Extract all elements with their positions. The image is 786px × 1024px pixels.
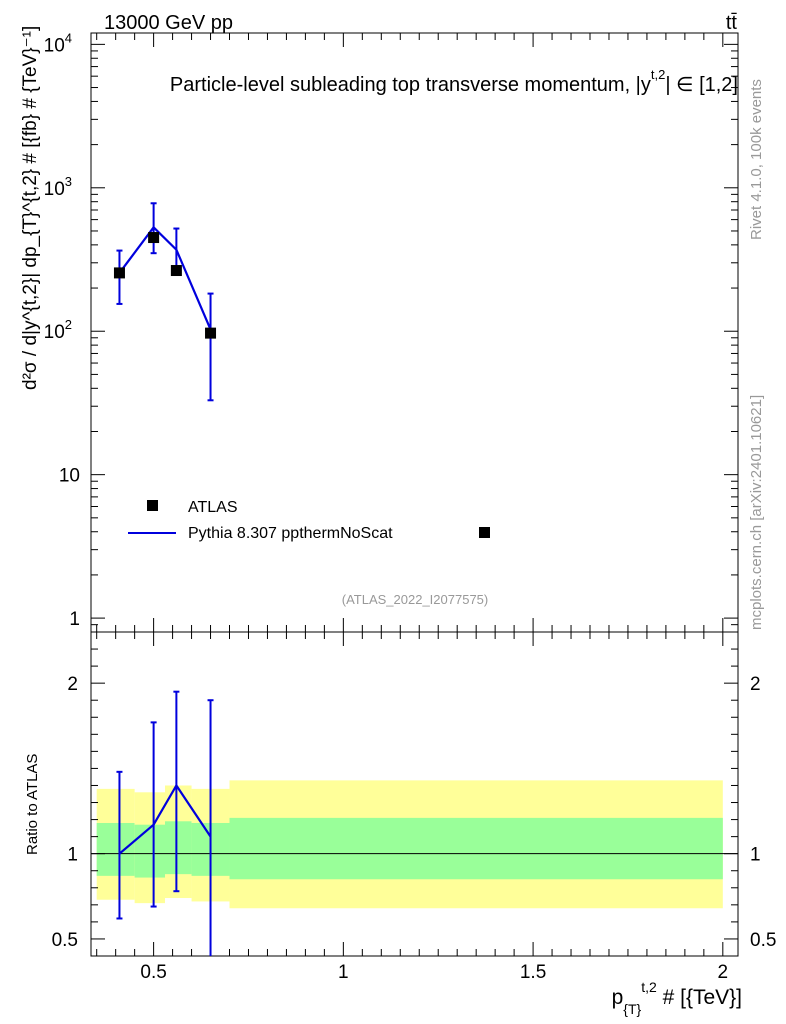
legend-atlas-label: ATLAS	[188, 499, 238, 516]
inner-band-4	[229, 817, 723, 880]
ratio-ytick-label-left-1: 1	[67, 845, 78, 866]
x-tick-label-2: 1.5	[520, 962, 546, 983]
ratio-plot-frame	[90, 631, 739, 957]
main-ytick-base-1: 10	[59, 466, 80, 487]
stray-data-marker	[479, 527, 490, 538]
main-x-ticks	[96, 33, 724, 632]
main-ytick-base-2: 10	[44, 322, 65, 343]
main-ytick-label-3: 103	[44, 174, 72, 200]
legend-pythia-label: Pythia 8.307 ppthermNoScat	[188, 525, 393, 542]
ratio-x-ticks: 0.5 1 1.5 2	[96, 632, 729, 983]
x-axis-label: p{T}t,2 # [{TeV}]	[612, 979, 742, 1017]
y-axis-label-main: d²σ / d|y^{t,2}| dp_{T}^{t,2} # [{fb} # …	[20, 26, 41, 390]
ratio-ytick-label-left-0: 0.5	[52, 930, 78, 951]
y-axis-label-ratio: Ratio to ATLAS	[24, 754, 41, 855]
rivet-label: Rivet 4.1.0, 100k events	[748, 79, 765, 240]
atlas-point-3	[205, 327, 217, 339]
x-tick-label-0: 0.5	[140, 962, 166, 983]
pythia-line-ratio	[118, 783, 212, 855]
pythia-curve-main	[116, 202, 214, 402]
x-axis-label-p: p	[612, 986, 624, 1009]
plot-title-sup: t,2	[651, 67, 665, 82]
atlas-point-2	[170, 265, 182, 277]
analysis-watermark: (ATLAS_2022_I2077575)	[342, 592, 488, 607]
main-plot-frame	[90, 32, 739, 633]
ratio-ytick-label-right-1: 1	[750, 845, 761, 866]
ratio-ytick-label-left-2: 2	[67, 674, 78, 695]
ratio-y-ticks: 0.5 0.5 1 1 2 2	[52, 648, 776, 951]
plot-title: Particle-level subleading top transverse…	[170, 67, 738, 96]
x-tick-label-1: 1	[338, 962, 349, 983]
ratio-uncertainty-bands	[96, 780, 723, 909]
main-ytick-base-3: 10	[44, 179, 65, 200]
inner-band-0	[96, 822, 135, 876]
main-ytick-exp-3: 3	[65, 174, 72, 189]
main-ytick-label-2: 102	[44, 317, 72, 343]
inner-band-2	[164, 821, 192, 875]
main-ytick-exp-4: 4	[65, 30, 72, 45]
inner-band-1	[134, 824, 165, 878]
x-axis-label-sub: {T}	[623, 1001, 641, 1017]
atlas-point-1	[148, 232, 160, 244]
process-label: tt̄	[726, 12, 738, 34]
main-ytick-base-4: 10	[44, 35, 65, 56]
x-axis-label-tail: # [{TeV}]	[657, 986, 742, 1009]
legend-atlas-marker	[147, 500, 158, 511]
main-ytick-exp-2: 2	[65, 317, 72, 332]
energy-label: 13000 GeV pp	[104, 12, 233, 34]
ratio-ytick-label-right-2: 2	[750, 674, 761, 695]
x-tick-label-3: 2	[718, 962, 729, 983]
main-ytick-label-1: 10	[59, 466, 80, 487]
pythia-line-main	[118, 225, 212, 330]
ratio-ytick-label-right-0: 0.5	[750, 930, 776, 951]
atlas-data-points	[113, 232, 217, 339]
x-axis-label-sup: t,2	[641, 979, 657, 995]
main-ytick-label-0: 1	[69, 609, 80, 630]
plot-title-tail: | ∈ [1,2]	[665, 74, 738, 96]
atlas-point-0	[113, 267, 125, 279]
main-ytick-label-4: 104	[44, 30, 72, 56]
main-ytick-base-0: 1	[69, 609, 80, 630]
mcplots-label: mcplots.cern.ch [arXiv:2401.10621]	[748, 395, 765, 630]
plot-title-main: Particle-level subleading top transverse…	[170, 74, 651, 96]
pythia-curve-ratio	[116, 690, 214, 956]
